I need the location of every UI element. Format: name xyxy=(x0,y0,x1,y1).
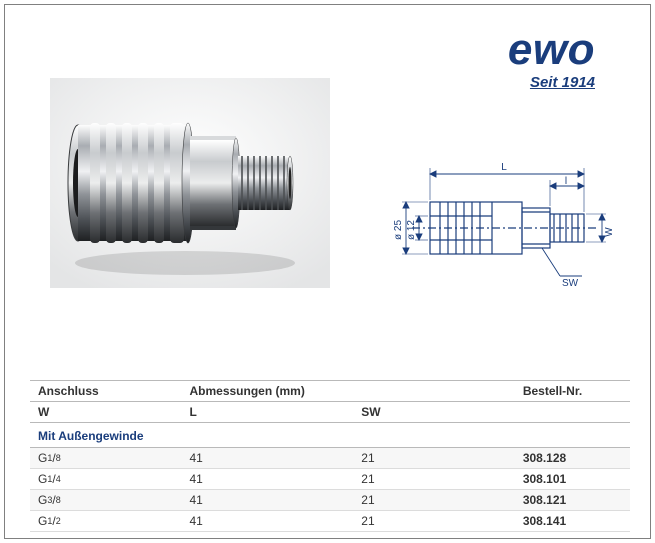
cell-order: 308.121 xyxy=(515,490,630,511)
dim-l-small: l xyxy=(565,176,567,187)
table-row: G1/84121308.128 xyxy=(30,448,630,469)
cell-l: 41 xyxy=(181,490,353,511)
col-bestell: Bestell-Nr. xyxy=(515,381,630,402)
cell-l: 41 xyxy=(181,511,353,532)
brand-tagline: Seit 1914 xyxy=(508,74,595,91)
cell-w: G1/2 xyxy=(30,511,181,532)
table-row: G3/84121308.121 xyxy=(30,490,630,511)
dim-w: W xyxy=(604,227,615,237)
coupling-svg xyxy=(50,78,330,288)
sub-l: L xyxy=(181,402,353,423)
sub-w: W xyxy=(30,402,181,423)
tech-drawing-svg: L l W ø 25 xyxy=(392,158,617,293)
sub-blank xyxy=(515,402,630,423)
table-header-row-2: W L SW xyxy=(30,402,630,423)
col-abmessungen: Abmessungen (mm) xyxy=(181,381,353,402)
cell-sw: 21 xyxy=(353,511,515,532)
table-section-row: Mit Außengewinde xyxy=(30,423,630,448)
technical-drawing: L l W ø 25 xyxy=(392,158,617,293)
brand-logo: ewo Seit 1914 xyxy=(508,28,595,91)
sub-sw: SW xyxy=(353,402,515,423)
col-anschluss: Anschluss xyxy=(30,381,181,402)
spec-table: Anschluss Abmessungen (mm) Bestell-Nr. W… xyxy=(30,380,630,532)
cell-w: G1/4 xyxy=(30,469,181,490)
table-body: Mit Außengewinde G1/84121308.128G1/44121… xyxy=(30,423,630,532)
cell-sw: 21 xyxy=(353,490,515,511)
table-header-row-1: Anschluss Abmessungen (mm) Bestell-Nr. xyxy=(30,381,630,402)
page-container: ewo Seit 1914 xyxy=(0,0,655,543)
cell-sw: 21 xyxy=(353,469,515,490)
table-row: G1/44121308.101 xyxy=(30,469,630,490)
hex-label: SW xyxy=(562,278,579,289)
section-label: Mit Außengewinde xyxy=(30,423,630,448)
brand-name: ewo xyxy=(508,28,595,72)
cell-sw: 21 xyxy=(353,448,515,469)
dia-inner: ø 12 xyxy=(406,220,417,240)
cell-l: 41 xyxy=(181,448,353,469)
col-blank xyxy=(353,381,515,402)
dia-outer: ø 25 xyxy=(393,220,404,240)
cell-order: 308.141 xyxy=(515,511,630,532)
dim-l-label: L xyxy=(501,162,507,173)
cell-order: 308.128 xyxy=(515,448,630,469)
cell-w: G3/8 xyxy=(30,490,181,511)
product-photo xyxy=(50,78,330,288)
cell-l: 41 xyxy=(181,469,353,490)
cell-order: 308.101 xyxy=(515,469,630,490)
table-row: G1/24121308.141 xyxy=(30,511,630,532)
cell-w: G1/8 xyxy=(30,448,181,469)
